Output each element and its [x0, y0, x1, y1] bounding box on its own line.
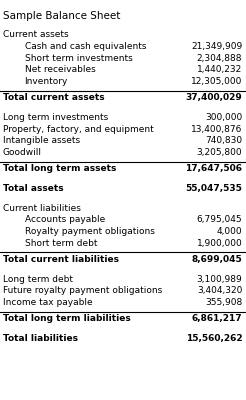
Text: Accounts payable: Accounts payable	[25, 215, 105, 224]
Text: 3,404,320: 3,404,320	[197, 286, 242, 295]
Text: Intangible assets: Intangible assets	[3, 136, 80, 145]
Text: 3,100,989: 3,100,989	[197, 274, 242, 284]
Text: Total long term liabilities: Total long term liabilities	[3, 314, 131, 323]
Text: 37,400,029: 37,400,029	[185, 93, 242, 102]
Text: Future royalty payment obligations: Future royalty payment obligations	[3, 286, 162, 295]
Text: 55,047,535: 55,047,535	[185, 184, 242, 193]
Text: 21,349,909: 21,349,909	[191, 42, 242, 51]
Text: Royalty payment obligations: Royalty payment obligations	[25, 227, 154, 236]
Text: Total current assets: Total current assets	[3, 93, 105, 102]
Text: Net receivables: Net receivables	[25, 65, 95, 74]
Text: Long term investments: Long term investments	[3, 113, 108, 122]
Text: 13,400,876: 13,400,876	[191, 124, 242, 134]
Text: Current assets: Current assets	[3, 30, 69, 39]
Text: Sample Balance Sheet: Sample Balance Sheet	[3, 11, 120, 21]
Text: 4,000: 4,000	[217, 227, 242, 236]
Text: 1,900,000: 1,900,000	[197, 239, 242, 248]
Text: 3,205,800: 3,205,800	[197, 148, 242, 157]
Text: 355,908: 355,908	[205, 298, 242, 307]
Text: Income tax payable: Income tax payable	[3, 298, 92, 307]
Text: Property, factory, and equipment: Property, factory, and equipment	[3, 124, 154, 134]
Text: 300,000: 300,000	[205, 113, 242, 122]
Text: Total current liabilities: Total current liabilities	[3, 255, 119, 264]
Text: Long term debt: Long term debt	[3, 274, 73, 284]
Text: 8,699,045: 8,699,045	[192, 255, 242, 264]
Text: Total liabilities: Total liabilities	[3, 334, 78, 343]
Text: 740,830: 740,830	[205, 136, 242, 145]
Text: 17,647,506: 17,647,506	[185, 164, 242, 173]
Text: 12,305,000: 12,305,000	[191, 77, 242, 86]
Text: Short term debt: Short term debt	[25, 239, 97, 248]
Text: 6,795,045: 6,795,045	[197, 215, 242, 224]
Text: Goodwill: Goodwill	[3, 148, 42, 157]
Text: Inventory: Inventory	[25, 77, 68, 86]
Text: 1,440,232: 1,440,232	[197, 65, 242, 74]
Text: 6,861,217: 6,861,217	[192, 314, 242, 323]
Text: Current liabilities: Current liabilities	[3, 204, 81, 212]
Text: Cash and cash equivalents: Cash and cash equivalents	[25, 42, 146, 51]
Text: 15,560,262: 15,560,262	[186, 334, 242, 343]
Text: 2,304,888: 2,304,888	[197, 54, 242, 63]
Text: Total long term assets: Total long term assets	[3, 164, 116, 173]
Text: Short term investments: Short term investments	[25, 54, 132, 63]
Text: Total assets: Total assets	[3, 184, 63, 193]
